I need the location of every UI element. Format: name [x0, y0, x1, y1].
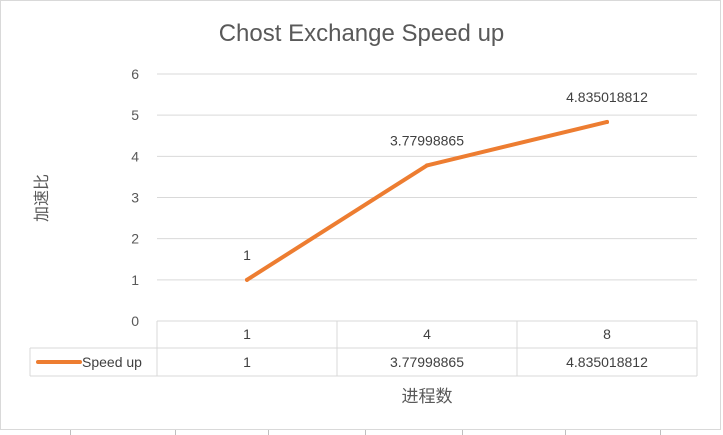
x-tick-label: 8 — [603, 326, 611, 342]
data-point — [605, 119, 609, 124]
y-tick-label: 0 — [131, 313, 139, 329]
y-tick-label: 5 — [131, 107, 139, 123]
table-cell: 3.77998865 — [390, 354, 464, 370]
table-cell: 1 — [243, 354, 251, 370]
x-axis-title: 进程数 — [401, 387, 453, 406]
data-label: 4.835018812 — [566, 89, 648, 105]
x-tick-label: 4 — [423, 326, 431, 342]
bottom-edge-ticks — [0, 430, 723, 435]
data-label: 1 — [243, 247, 251, 263]
y-tick-label: 6 — [131, 66, 139, 82]
y-tick-label: 1 — [131, 272, 139, 288]
y-tick-label: 4 — [131, 148, 139, 164]
chart-title: Chost Exchange Speed up — [218, 20, 505, 47]
data-point — [425, 163, 429, 168]
legend-label: Speed up — [82, 354, 142, 370]
x-tick-label: 1 — [243, 326, 251, 342]
data-label: 3.77998865 — [390, 132, 464, 148]
table-cell: 4.835018812 — [566, 354, 648, 370]
y-tick-label: 3 — [131, 190, 139, 206]
y-tick-label: 2 — [131, 231, 139, 247]
data-point — [245, 277, 249, 282]
